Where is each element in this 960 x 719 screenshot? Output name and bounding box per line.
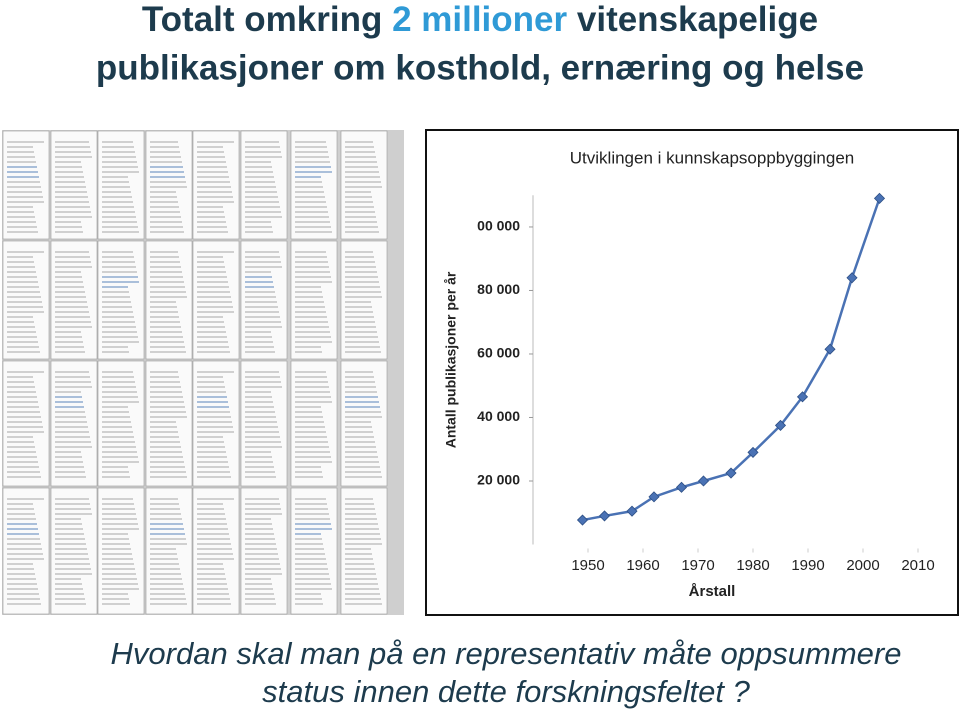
data-marker <box>824 343 836 355</box>
paper-page <box>2 487 50 615</box>
y-axis-label: Antall publikasjoner per år <box>443 271 459 448</box>
paper-page <box>290 487 338 615</box>
paper-page <box>340 240 388 360</box>
paper-page <box>2 240 50 360</box>
title-part: Totalt omkring <box>142 0 382 39</box>
paper-page <box>192 487 240 615</box>
x-tick-label: 2010 <box>901 557 934 574</box>
x-tick-label: 1990 <box>791 557 824 574</box>
paper-page <box>145 487 193 615</box>
paper-page <box>97 130 145 240</box>
chart-frame <box>425 129 959 616</box>
paper-page <box>240 487 288 615</box>
paper-page <box>192 240 240 360</box>
x-tick-label: 2000 <box>846 557 879 574</box>
paper-page <box>97 487 145 615</box>
x-tick-label: 1960 <box>626 557 659 574</box>
data-marker <box>774 419 787 431</box>
title-highlight: 2 millioner <box>392 0 567 39</box>
paper-page <box>240 240 288 360</box>
paper-page <box>50 240 98 360</box>
x-tick-label: 1950 <box>571 557 604 574</box>
question: Hvordan skal man på en representativ måt… <box>111 636 902 671</box>
data-marker <box>796 391 809 403</box>
x-tick-label: 1970 <box>681 557 714 574</box>
x-axis-label: Årstall <box>689 583 736 600</box>
paper-page <box>340 130 388 240</box>
paper-page <box>290 240 338 360</box>
question: status innen dette forskningsfeltet ? <box>262 674 750 709</box>
paper-page <box>97 240 145 360</box>
slide-title: Totalt omkring 2 millioner vitenskapelig… <box>142 0 818 39</box>
data-marker <box>598 510 611 522</box>
title-part: vitenskapelige <box>577 0 818 39</box>
data-marker <box>576 514 589 526</box>
paper-page <box>50 487 98 615</box>
y-tick-label: 20 000 <box>477 472 520 488</box>
data-marker <box>675 481 688 493</box>
y-tick-label: 40 000 <box>477 408 520 424</box>
data-marker <box>873 192 886 204</box>
data-marker <box>648 491 660 503</box>
paper-page <box>50 130 98 240</box>
paper-collage <box>2 130 404 615</box>
x-tick-label: 1980 <box>736 557 769 574</box>
data-marker <box>846 272 858 284</box>
y-tick-label: 80 000 <box>477 281 520 297</box>
data-marker <box>725 467 737 479</box>
paper-page <box>145 130 193 240</box>
slide-title: publikasjoner om kosthold, ernæring og h… <box>96 48 864 87</box>
paper-page <box>2 130 50 240</box>
paper-page <box>290 130 338 240</box>
data-marker <box>747 446 759 458</box>
y-tick-label: 60 000 <box>477 345 520 361</box>
paper-page <box>340 487 388 615</box>
paper-page <box>192 130 240 240</box>
paper-page <box>240 130 288 240</box>
data-marker <box>626 505 638 517</box>
paper-page <box>145 240 193 360</box>
data-marker <box>697 475 710 487</box>
y-tick-label: 00 000 <box>477 218 520 234</box>
chart-title: Utviklingen i kunnskapsoppbyggingen <box>570 148 854 167</box>
